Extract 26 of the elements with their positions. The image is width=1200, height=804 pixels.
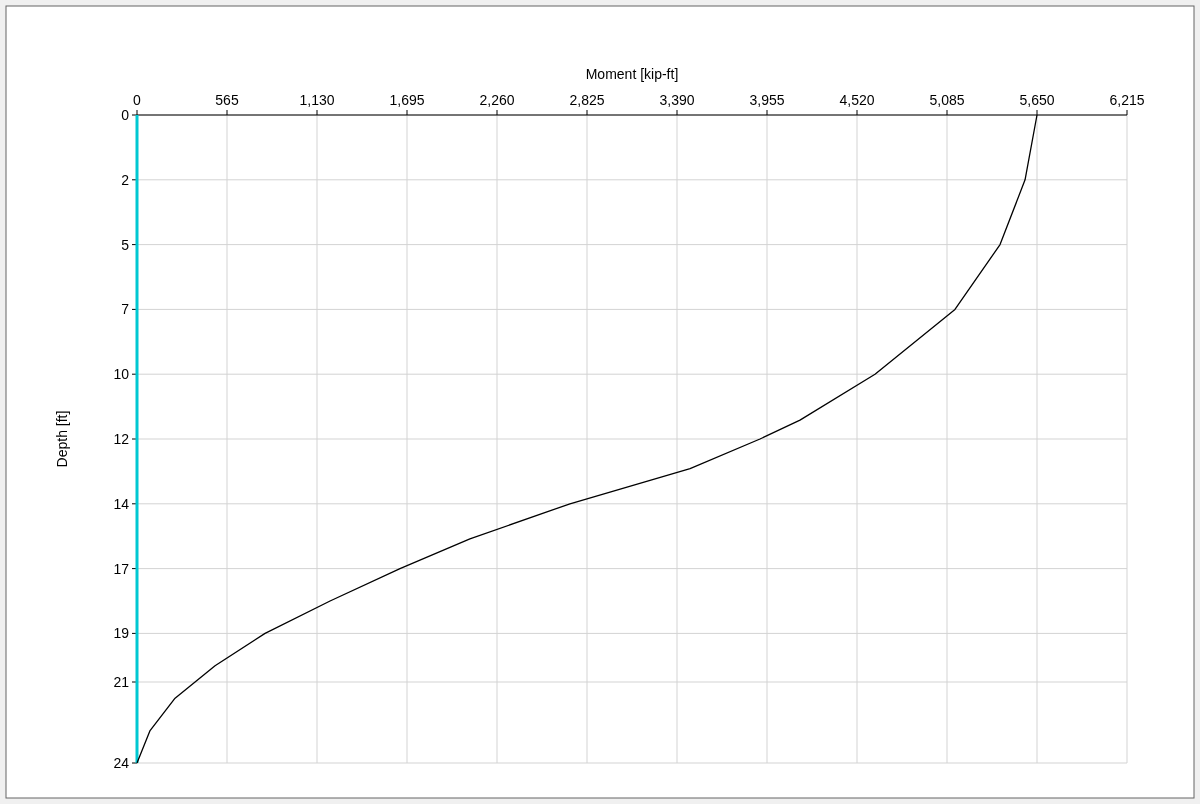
line-series [135, 113, 139, 765]
x-tick-label: 2,825 [569, 92, 605, 108]
y-tick-label: 7 [121, 301, 130, 318]
y-tick-label: 19 [113, 625, 130, 642]
y-tick-label: 24 [113, 755, 130, 771]
y-tick-label: 0 [121, 107, 130, 123]
x-tick-label: 5,650 [1019, 92, 1055, 108]
x-tick-label: 4,520 [839, 92, 875, 108]
x-tick-label: 0 [133, 92, 142, 108]
y-tick-label: 5 [121, 236, 130, 253]
y-tick-label: 10 [113, 366, 130, 383]
x-axis-title: Moment [kip-ft] [585, 66, 679, 82]
y-tick-label: 2 [121, 171, 130, 188]
y-tick-label: 14 [113, 495, 130, 512]
y-axis-title: Depth [ft] [54, 410, 70, 468]
y-tick-label: 12 [113, 431, 130, 447]
x-tick-label: 2,260 [479, 92, 515, 108]
x-tick-label: 5,085 [929, 92, 965, 108]
x-tick-label: 565 [215, 92, 239, 108]
x-tick-label: 1,695 [389, 92, 425, 108]
y-tick-label: 21 [113, 674, 130, 690]
x-tick-label: 1,130 [299, 92, 335, 108]
x-tick-label: 6,215 [1109, 92, 1145, 108]
x-tick-label: 3,955 [749, 92, 785, 108]
y-tick-label: 17 [113, 560, 130, 577]
x-tick-label: 3,390 [659, 92, 695, 108]
